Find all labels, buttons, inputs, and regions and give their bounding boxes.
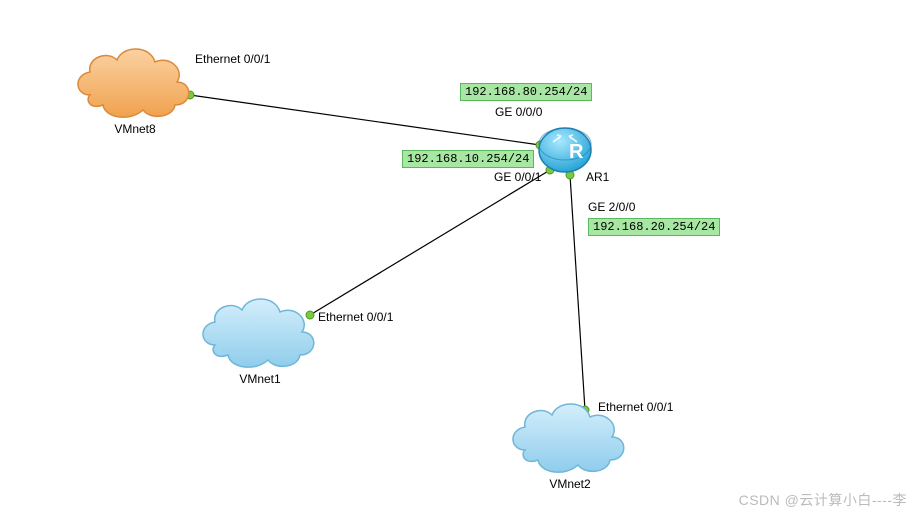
ip-badge-ge001: 192.168.10.254/24: [402, 150, 534, 168]
link-vmnet8-ge000: [190, 95, 540, 145]
link-vmnet2-ge200: [570, 175, 585, 410]
cloud-label-vmnet2: VMnet2: [549, 477, 590, 491]
ip-badge-ge000: 192.168.80.254/24: [460, 83, 592, 101]
router-label: AR1: [586, 170, 609, 184]
cloud-vmnet2[interactable]: [513, 404, 624, 472]
ip-badge-ge200: 192.168.20.254/24: [588, 218, 720, 236]
watermark: CSDN @云计算小白----李: [739, 490, 907, 510]
cloud-vmnet8[interactable]: [78, 49, 189, 117]
link-vmnet1-ge001: [310, 170, 550, 315]
topology-canvas: R: [0, 0, 917, 516]
cloud-vmnet1[interactable]: [203, 299, 314, 367]
port-label-vmnet2: Ethernet 0/0/1: [598, 400, 673, 414]
iface-label-ge200: GE 2/0/0: [588, 200, 635, 214]
iface-label-ge001: GE 0/0/1: [494, 170, 541, 184]
port-label-vmnet1: Ethernet 0/0/1: [318, 310, 393, 324]
router-ar1[interactable]: R: [539, 128, 591, 172]
router-letter: R: [569, 141, 584, 163]
cloud-label-vmnet1: VMnet1: [239, 372, 280, 386]
iface-label-ge000: GE 0/0/0: [495, 105, 542, 119]
cloud-label-vmnet8: VMnet8: [114, 122, 155, 136]
port-label-vmnet8: Ethernet 0/0/1: [195, 52, 270, 66]
